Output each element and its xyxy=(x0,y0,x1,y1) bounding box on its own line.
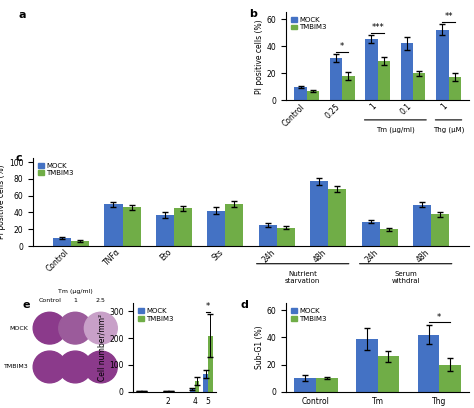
Bar xyxy=(439,364,461,392)
Legend: MOCK, TMBIM3: MOCK, TMBIM3 xyxy=(290,307,328,323)
Text: Tm (μg/ml): Tm (μg/ml) xyxy=(376,127,415,133)
Bar xyxy=(378,61,390,100)
Bar xyxy=(362,222,380,246)
Text: b: b xyxy=(249,9,257,19)
Bar xyxy=(195,381,200,392)
Bar xyxy=(137,391,142,392)
Bar xyxy=(190,389,195,392)
Bar xyxy=(208,335,213,392)
Bar xyxy=(413,205,431,246)
Circle shape xyxy=(84,351,117,383)
Text: ***: *** xyxy=(371,23,384,32)
Bar xyxy=(259,225,277,246)
Bar xyxy=(156,215,174,246)
Bar xyxy=(168,391,173,392)
Text: *: * xyxy=(437,313,441,322)
Bar xyxy=(71,241,89,246)
Bar xyxy=(401,44,413,100)
Circle shape xyxy=(84,312,117,344)
Bar xyxy=(310,182,328,246)
Text: 1: 1 xyxy=(73,298,77,303)
Y-axis label: Cell number/mm²: Cell number/mm² xyxy=(97,314,106,381)
Text: *: * xyxy=(206,302,210,311)
Y-axis label: PI positive cells (%): PI positive cells (%) xyxy=(255,19,264,94)
Circle shape xyxy=(59,312,91,344)
Bar xyxy=(226,204,244,246)
Legend: MOCK, TMBIM3: MOCK, TMBIM3 xyxy=(137,307,175,323)
Text: *: * xyxy=(340,42,344,51)
Text: Control: Control xyxy=(38,298,61,303)
Bar xyxy=(277,228,295,246)
Bar xyxy=(104,204,122,246)
Legend: MOCK, TMBIM3: MOCK, TMBIM3 xyxy=(290,16,328,32)
Bar xyxy=(203,374,208,392)
Bar xyxy=(342,76,355,100)
Text: Tm (μg/ml): Tm (μg/ml) xyxy=(58,289,92,294)
Bar xyxy=(122,207,140,246)
Text: Thg (μM): Thg (μM) xyxy=(433,127,464,133)
Text: **: ** xyxy=(444,12,453,21)
Y-axis label: Sub-G1 (%): Sub-G1 (%) xyxy=(255,326,264,369)
Bar xyxy=(142,391,146,392)
Circle shape xyxy=(33,351,66,383)
Text: a: a xyxy=(18,11,26,20)
Bar xyxy=(413,73,426,100)
Y-axis label: PI positive cells (%): PI positive cells (%) xyxy=(0,165,6,239)
Circle shape xyxy=(33,312,66,344)
Text: MOCK: MOCK xyxy=(10,326,28,330)
Bar xyxy=(436,30,448,100)
Bar xyxy=(294,378,316,392)
Bar xyxy=(378,356,399,392)
Bar xyxy=(448,78,461,100)
Text: TMBIM3: TMBIM3 xyxy=(4,364,28,370)
Bar xyxy=(164,391,168,392)
Text: c: c xyxy=(16,153,22,164)
Bar xyxy=(307,91,319,100)
Bar xyxy=(380,229,398,246)
Bar xyxy=(330,58,342,100)
Text: Nutrient
starvation: Nutrient starvation xyxy=(285,271,320,284)
Bar xyxy=(418,335,439,392)
Text: d: d xyxy=(240,300,248,310)
Bar xyxy=(316,378,337,392)
Text: 2.5: 2.5 xyxy=(96,298,106,303)
Bar xyxy=(431,214,449,246)
Bar xyxy=(356,339,378,392)
Bar xyxy=(208,211,226,246)
Circle shape xyxy=(59,351,91,383)
Bar xyxy=(174,208,192,246)
Bar xyxy=(365,40,378,100)
Bar xyxy=(328,189,346,246)
Bar xyxy=(294,87,307,100)
Text: Serum
withdral: Serum withdral xyxy=(392,271,420,284)
Bar xyxy=(53,238,71,246)
Legend: MOCK, TMBIM3: MOCK, TMBIM3 xyxy=(36,161,75,177)
Text: e: e xyxy=(22,300,30,310)
